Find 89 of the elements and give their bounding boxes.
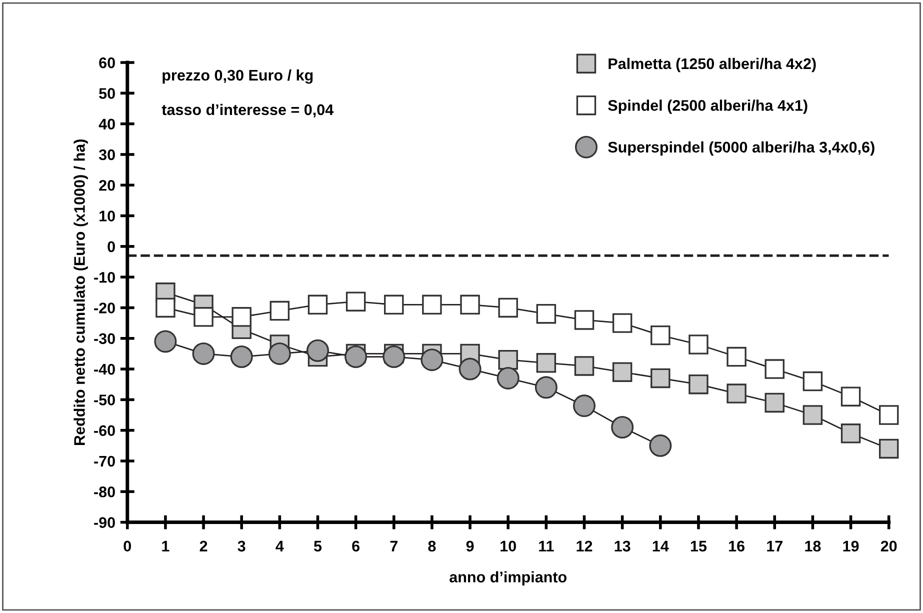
legend-label: Superspindel (5000 alberi/ha 3,4x0,6) [608, 141, 874, 156]
x-tick-label: 4 [276, 540, 284, 552]
x-axis-title: anno d’impianto [450, 571, 567, 586]
y-tick-label: 60 [99, 57, 115, 68]
y-tick-label: 30 [98, 149, 115, 160]
y-tick-label: -50 [94, 394, 115, 406]
annotation: tasso d’interesse = 0,04 [162, 104, 334, 118]
y-tick-label: 0 [108, 241, 115, 252]
point [573, 394, 596, 418]
point [574, 310, 594, 330]
point [649, 434, 672, 457]
point [536, 353, 556, 373]
y-tick-label: -60 [94, 425, 115, 436]
point [230, 346, 253, 368]
x-tick-label: 12 [576, 540, 592, 552]
x-tick-label: 5 [314, 540, 322, 552]
point [840, 424, 861, 444]
point [612, 362, 632, 382]
x-tick-label: 6 [352, 540, 360, 552]
point [688, 374, 708, 394]
x-tick-label: 16 [729, 540, 744, 552]
point [232, 307, 252, 327]
x-tick-label: 15 [690, 540, 707, 552]
point [496, 366, 520, 390]
x-tick-label: 1 [162, 540, 170, 552]
x-tick-label: 8 [428, 540, 436, 552]
x-tick-label: 19 [843, 540, 859, 552]
point [498, 298, 518, 318]
x-tick-label: 18 [805, 540, 821, 552]
legend-label: Spindel (2500 alberi/ha 4x1) [608, 100, 808, 114]
point [650, 368, 670, 388]
x-tick-label: 7 [390, 540, 398, 552]
point [306, 339, 329, 362]
point [422, 294, 442, 315]
legend-label: Palmetta (1250 alberi/ha 4x2) [608, 58, 816, 72]
point [460, 294, 480, 315]
point [384, 294, 404, 315]
y-tick-label: -90 [94, 517, 115, 528]
point [382, 346, 406, 368]
point [612, 313, 632, 333]
y-tick-label: 40 [98, 118, 115, 130]
x-tick-label: 9 [466, 540, 474, 552]
point [534, 376, 558, 399]
point [536, 304, 556, 324]
x-tick-label: 0 [124, 540, 131, 552]
point [878, 405, 899, 425]
y-tick-label: -40 [94, 364, 115, 375]
point [802, 405, 823, 425]
point [420, 348, 444, 372]
y-tick-label: -20 [94, 302, 115, 314]
point [726, 346, 746, 367]
point [268, 342, 291, 365]
y-tick-label: -30 [94, 333, 115, 344]
x-tick-label: 20 [880, 540, 897, 552]
x-tick-label: 11 [539, 540, 554, 552]
point [270, 300, 290, 321]
point [840, 386, 861, 406]
y-tick-label: -70 [94, 456, 115, 467]
x-tick-label: 13 [614, 540, 630, 552]
point [192, 342, 215, 365]
x-tick-label: 17 [767, 540, 782, 552]
point [344, 346, 368, 368]
point [346, 292, 366, 312]
point [498, 350, 518, 370]
y-tick-label: -10 [94, 272, 115, 283]
x-tick-label: 10 [500, 540, 516, 552]
y-tick-label: 20 [99, 180, 115, 191]
point [764, 359, 784, 379]
point [574, 356, 594, 376]
point [764, 392, 784, 413]
y-tick-label: 50 [99, 88, 115, 99]
y-axis-title: Reddito netto cumulato (Euro (x1000) / ha) [74, 140, 88, 446]
point [308, 294, 328, 315]
point [802, 371, 823, 392]
x-tick-label: 14 [652, 540, 669, 552]
point [878, 438, 899, 459]
y-tick-label: 10 [100, 210, 115, 222]
point [726, 384, 746, 404]
annotation: prezzo 0,30 Euro / kg [162, 69, 313, 84]
point [458, 358, 482, 380]
point [611, 416, 634, 439]
y-tick-label: -80 [94, 486, 115, 498]
x-tick-label: 2 [200, 540, 208, 552]
x-tick-label: 3 [238, 540, 246, 552]
point [156, 298, 176, 318]
point [154, 330, 177, 353]
point [650, 325, 670, 346]
point [688, 334, 708, 354]
point [194, 307, 214, 327]
